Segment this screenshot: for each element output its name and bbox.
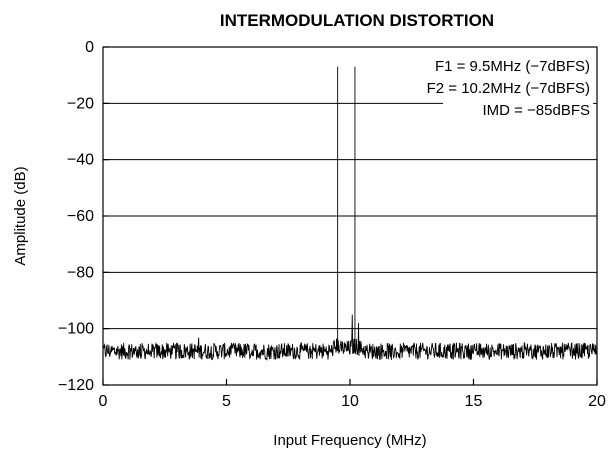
annotation-bg-1 [443,78,593,97]
annotations: F1 = 9.5MHz (−7dBFS) F2 = 10.2MHz (−7dBFS… [427,56,593,119]
x-tick-label-1: 5 [222,393,231,410]
x-tick-label-4: 20 [588,393,606,410]
y-tick-label-0: 0 [85,39,94,56]
annotation-2: IMD = −85dBFS [482,102,590,119]
gridlines [103,102,597,330]
y-tick-label-4: −80 [67,264,94,281]
spectrum-line [102,66,598,362]
x-axis-ticks: 0 5 10 15 20 [99,379,606,410]
y-tick-label-6: −120 [58,377,94,394]
annotation-0: F1 = 9.5MHz (−7dBFS) [435,58,590,75]
spectrum-trace [102,66,598,362]
y-axis-label: Amplitude (dB) [12,166,29,265]
annotation-1: F2 = 10.2MHz (−7dBFS) [427,80,590,97]
x-axis-label: Input Frequency (MHz) [273,432,426,449]
x-tick-label-2: 10 [341,393,359,410]
annotation-bg-0 [443,56,593,75]
annotation-bg-2 [443,100,593,119]
y-tick-label-2: −40 [67,152,94,169]
x-tick-label-0: 0 [99,393,108,410]
chart-title: INTERMODULATION DISTORTION [220,11,494,30]
y-tick-label-1: −20 [67,95,94,112]
y-axis-ticks: 0 −20 −40 −60 −80 −100 −120 [58,39,109,394]
y-tick-label-3: −60 [67,208,94,225]
x-tick-label-3: 15 [465,393,483,410]
y-tick-label-5: −100 [58,321,94,338]
